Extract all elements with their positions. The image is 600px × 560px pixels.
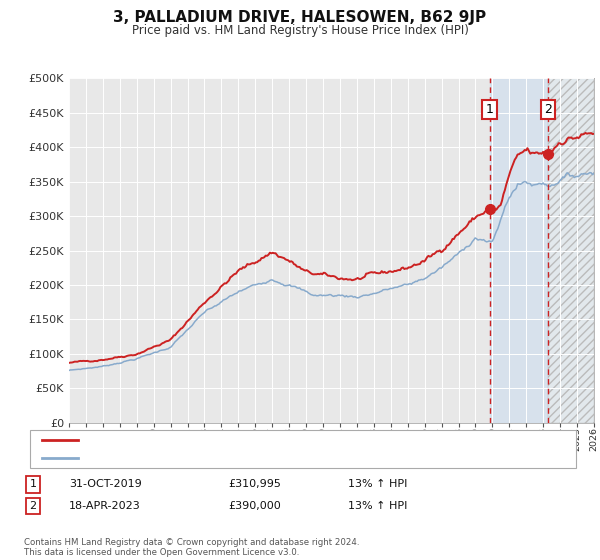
Text: 2024: 2024 (556, 427, 565, 451)
Text: 2013: 2013 (370, 427, 379, 451)
Text: 13% ↑ HPI: 13% ↑ HPI (348, 501, 407, 511)
Text: 2025: 2025 (572, 427, 581, 451)
Text: 2010: 2010 (319, 427, 328, 451)
Text: 1998: 1998 (115, 427, 124, 451)
Text: 2016: 2016 (420, 427, 429, 451)
Text: Contains HM Land Registry data © Crown copyright and database right 2024.
This d: Contains HM Land Registry data © Crown c… (24, 538, 359, 557)
Text: 31-OCT-2019: 31-OCT-2019 (69, 479, 142, 489)
Text: 2001: 2001 (166, 427, 175, 451)
Text: 2017: 2017 (437, 427, 446, 451)
Text: 2023: 2023 (539, 427, 548, 451)
Text: 2018: 2018 (454, 427, 463, 451)
Text: 2026: 2026 (589, 427, 599, 451)
Text: 1996: 1996 (82, 427, 91, 451)
Text: 2007: 2007 (268, 427, 277, 451)
Text: 2: 2 (544, 103, 552, 116)
Text: 2006: 2006 (251, 427, 260, 451)
Text: 2011: 2011 (335, 427, 344, 451)
Text: 1995: 1995 (65, 427, 74, 451)
Text: 2008: 2008 (284, 427, 293, 451)
Text: 1: 1 (29, 479, 37, 489)
Text: 2014: 2014 (386, 427, 395, 451)
Text: 2012: 2012 (352, 427, 361, 451)
Text: Price paid vs. HM Land Registry's House Price Index (HPI): Price paid vs. HM Land Registry's House … (131, 24, 469, 36)
Text: 2019: 2019 (471, 427, 480, 451)
Text: 2009: 2009 (302, 427, 311, 451)
Text: 1: 1 (485, 103, 493, 116)
Text: 3, PALLADIUM DRIVE, HALESOWEN, B62 9JP: 3, PALLADIUM DRIVE, HALESOWEN, B62 9JP (113, 10, 487, 25)
Text: 2000: 2000 (149, 427, 158, 451)
Text: 2: 2 (29, 501, 37, 511)
Text: 2022: 2022 (522, 427, 531, 451)
Bar (548, 78, 594, 423)
Text: 2004: 2004 (217, 427, 226, 451)
Text: 2020: 2020 (488, 427, 497, 451)
Text: 2002: 2002 (183, 427, 192, 451)
Text: 2003: 2003 (200, 427, 209, 451)
Text: 2021: 2021 (505, 427, 514, 451)
Text: 3, PALLADIUM DRIVE, HALESOWEN, B62 9JP (detached house): 3, PALLADIUM DRIVE, HALESOWEN, B62 9JP (… (84, 435, 423, 445)
Text: 18-APR-2023: 18-APR-2023 (69, 501, 141, 511)
Text: 2015: 2015 (403, 427, 412, 451)
Text: 1999: 1999 (132, 427, 141, 451)
Text: £310,995: £310,995 (228, 479, 281, 489)
Text: 2005: 2005 (234, 427, 243, 451)
Bar (490, 78, 548, 423)
Text: £390,000: £390,000 (228, 501, 281, 511)
Text: 13% ↑ HPI: 13% ↑ HPI (348, 479, 407, 489)
Text: 1997: 1997 (98, 427, 107, 451)
Text: HPI: Average price, detached house, Dudley: HPI: Average price, detached house, Dudl… (84, 453, 325, 463)
Bar (548, 78, 594, 423)
